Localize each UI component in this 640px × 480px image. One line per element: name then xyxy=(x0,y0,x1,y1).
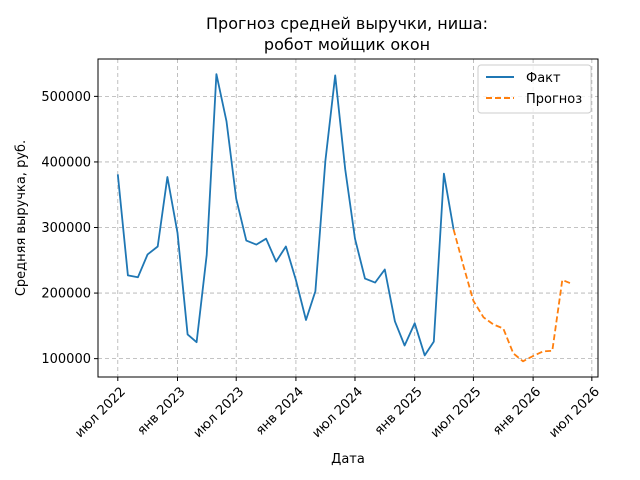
y-tick-label: 100000 xyxy=(41,352,91,367)
chart-title-line-1: Прогноз средней выручки, ниша: xyxy=(206,14,488,33)
axis-ticks: июл 2022 янв 2023 июл 2023 янв 2024 июл 2024… xyxy=(41,90,603,441)
y-tick-label: 200000 xyxy=(41,287,91,302)
y-tick-label: 300000 xyxy=(41,221,91,236)
x-tick-label: июл 2023 xyxy=(191,384,248,441)
x-axis-label: Дата xyxy=(331,452,365,467)
y-axis-label: Средняя выручка, руб. xyxy=(14,140,29,296)
x-tick-label: янв 2023 xyxy=(135,384,189,438)
x-tick-label: янв 2026 xyxy=(490,384,544,438)
series-lines xyxy=(116,73,573,363)
series-line-forecast xyxy=(452,229,573,363)
chart-title: Прогноз средней выручки, ниша: робот мой… xyxy=(206,14,488,54)
x-tick-label: янв 2025 xyxy=(372,384,426,438)
series-line-fact xyxy=(116,73,455,357)
y-tick-label: 500000 xyxy=(41,90,91,105)
x-tick-label: июл 2022 xyxy=(72,384,129,441)
chart-title-line-2: робот мойщик окон xyxy=(264,35,430,54)
x-tick-label: июл 2024 xyxy=(310,384,367,441)
legend-label-forecast: Прогноз xyxy=(526,92,582,107)
x-tick-label: июл 2026 xyxy=(546,384,603,441)
plot-area-frame xyxy=(97,58,599,378)
x-tick-label: янв 2024 xyxy=(253,384,307,438)
x-tick-label: июл 2025 xyxy=(428,384,485,441)
y-tick-label: 400000 xyxy=(41,155,91,170)
legend: Факт Прогноз xyxy=(477,64,592,114)
legend-label-fact: Факт xyxy=(526,71,561,86)
